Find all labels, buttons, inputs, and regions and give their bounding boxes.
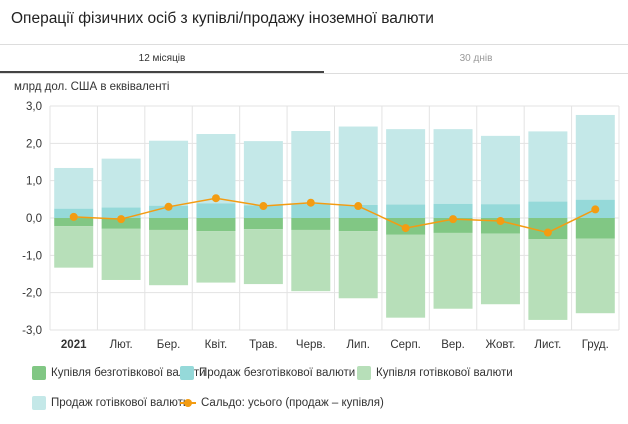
balance-point — [117, 215, 126, 224]
period-tabs: 12 місяців 30 днів — [0, 44, 628, 74]
bar-sale-cash — [243, 141, 283, 206]
legend-item-sale-cashless[interactable]: Продаж безготівкової валюти — [180, 366, 355, 380]
bar-purchase-cashless — [575, 218, 615, 239]
bar-sale-cash — [54, 167, 94, 209]
legend-label: Купівля безготівкової валюти — [51, 367, 206, 379]
bar-purchase-cash — [54, 226, 94, 268]
balance-point — [591, 205, 600, 214]
bar-sale-cashless — [480, 204, 520, 218]
legend-label: Продаж безготівкової валюти — [199, 367, 356, 379]
x-tick-label: Вер. — [441, 339, 465, 351]
bar-sale-cash — [575, 114, 615, 200]
bar-sale-cashless — [528, 201, 568, 218]
balance-line — [73, 197, 596, 234]
y-tick-label: -1,0 — [22, 250, 42, 262]
bar-sale-cash — [433, 129, 473, 204]
bar-purchase-cashless — [480, 218, 520, 234]
x-tick-label: Лист. — [534, 339, 561, 351]
bar-purchase-cash — [196, 231, 236, 283]
bar-purchase-cash — [149, 229, 189, 286]
x-tick-label: Квіт. — [205, 339, 228, 351]
bar-purchase-cash — [291, 229, 331, 292]
y-axis-label: млрд дол. США в еквіваленті — [14, 81, 170, 93]
page-title: Операції фізичних осіб з купівлі/продажу… — [11, 10, 434, 27]
bar-purchase-cash — [480, 233, 520, 305]
balance-point — [259, 202, 268, 211]
legend-swatch — [357, 366, 371, 380]
bar-purchase-cash — [528, 239, 568, 320]
bar-sale-cashless — [243, 205, 283, 218]
chart: 3,0 2,0 1,0 0,0 -1,0 -2,0 -3,0 2021 Лют. Бер. Квіт… — [22, 101, 620, 351]
bar-purchase-cashless — [101, 218, 141, 229]
bar-sale-cash — [386, 129, 426, 205]
balance-point — [449, 215, 458, 224]
balance-point — [543, 228, 552, 237]
bar-purchase-cashless — [433, 218, 473, 233]
y-tick-label: 3,0 — [26, 101, 42, 113]
tab-12-months[interactable]: 12 місяців — [0, 45, 324, 73]
legend-swatch — [32, 366, 46, 380]
y-tick-label: -2,0 — [22, 288, 42, 300]
y-tick-label: 0,0 — [26, 213, 42, 225]
bar-sale-cashless — [386, 204, 426, 218]
bar-sale-cashless — [433, 203, 473, 218]
x-tick-label: Трав. — [249, 339, 277, 351]
bar-purchase-cash — [338, 231, 378, 299]
bar-purchase-cashless — [338, 218, 378, 232]
tab-30-days[interactable]: 30 днів — [459, 53, 493, 64]
y-tick-label: 2,0 — [26, 138, 42, 150]
bar-sale-cash — [291, 131, 331, 204]
y-tick-label: 1,0 — [26, 176, 42, 188]
legend-item-balance[interactable]: Сальдо: усього (продаж – купівля) — [180, 396, 384, 410]
legend-label: Купівля готівкової валюти — [376, 367, 513, 379]
bar-purchase-cash — [575, 238, 615, 314]
balance-point — [211, 194, 220, 203]
bar-sale-cashless — [196, 203, 236, 218]
x-tick-label: Бер. — [157, 339, 181, 351]
balance-point — [354, 202, 363, 211]
balance-point — [496, 216, 505, 225]
bar-purchase-cashless — [54, 218, 94, 227]
bar-sale-cash — [101, 158, 141, 208]
legend-item-purchase-cashless[interactable]: Купівля безготівкової валюти — [32, 366, 206, 380]
balance-point — [164, 202, 173, 211]
line-marker-icon — [180, 399, 196, 407]
balance-point — [401, 224, 410, 233]
balance-point — [69, 212, 78, 221]
legend-item-sale-cash[interactable]: Продаж готівкової валюти — [32, 396, 189, 410]
legend-swatch — [180, 366, 194, 380]
bar-purchase-cashless — [149, 218, 189, 230]
legend-label: Продаж готівкової валюти — [51, 397, 190, 409]
x-tick-label: Лип. — [347, 339, 370, 351]
balance-point — [306, 198, 315, 207]
x-tick-label: Серп. — [390, 339, 421, 351]
bar-purchase-cash — [386, 234, 426, 318]
bar-purchase-cash — [433, 232, 473, 309]
bar-purchase-cashless — [291, 218, 331, 230]
x-tick-label: 2021 — [61, 339, 87, 351]
x-tick-label: Лют. — [110, 339, 133, 351]
bar-purchase-cash — [101, 228, 141, 280]
legend-swatch — [32, 396, 46, 410]
x-tick-label: Жовт. — [485, 339, 515, 351]
bar-sale-cashless — [338, 204, 378, 218]
bar-purchase-cashless — [243, 218, 283, 230]
legend-item-purchase-cash[interactable]: Купівля готівкової валюти — [357, 366, 513, 380]
bar-sale-cashless — [291, 203, 331, 218]
legend-label: Сальдо: усього (продаж – купівля) — [201, 397, 384, 409]
bar-purchase-cash — [243, 229, 283, 285]
bar-sale-cash — [528, 131, 568, 202]
bar-sale-cash — [338, 126, 378, 205]
bar-sale-cashless — [101, 207, 141, 218]
x-tick-label: Груд. — [582, 339, 609, 351]
bar-sale-cash — [480, 135, 520, 205]
y-tick-label: -3,0 — [22, 325, 42, 337]
bar-purchase-cashless — [196, 218, 236, 232]
x-tick-label: Черв. — [296, 339, 326, 351]
bar-sale-cash — [149, 140, 189, 206]
bar-sale-cash — [196, 134, 236, 204]
